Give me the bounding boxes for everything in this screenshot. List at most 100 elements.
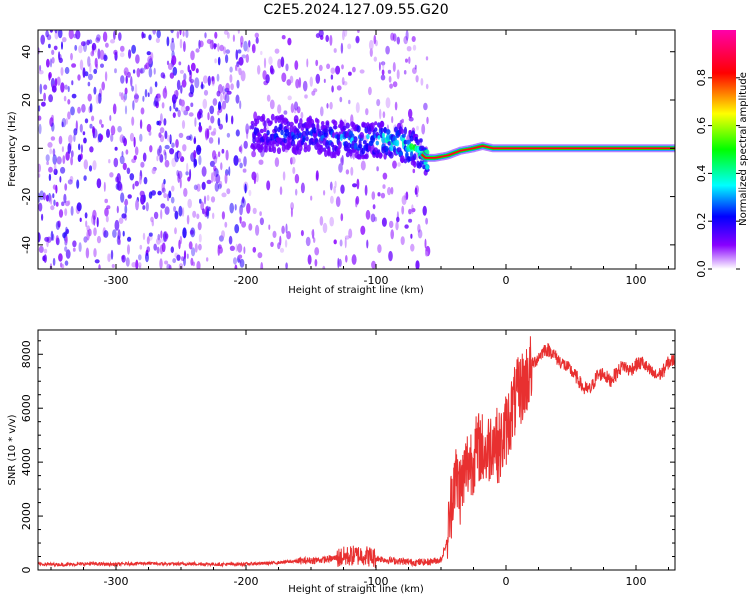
noise-blob	[48, 94, 53, 103]
noise-blob	[412, 168, 416, 174]
ridge-blob	[332, 131, 336, 139]
noise-blob	[246, 46, 250, 53]
noise-blob	[293, 101, 299, 111]
noise-blob	[71, 93, 77, 99]
noise-blob	[338, 163, 343, 173]
noise-blob	[307, 254, 312, 265]
noise-blob	[123, 95, 126, 103]
ridge-blob	[377, 135, 381, 140]
noise-blob	[119, 155, 125, 165]
noise-blob	[87, 81, 91, 87]
noise-blob	[176, 169, 180, 177]
noise-blob	[186, 135, 192, 140]
noise-blob	[131, 44, 137, 54]
noise-blob	[377, 244, 382, 254]
noise-blob	[206, 257, 209, 262]
noise-blob	[67, 179, 73, 185]
noise-blob	[116, 205, 119, 214]
noise-blob	[200, 201, 205, 211]
noise-blob	[319, 216, 324, 226]
noise-blob	[253, 175, 256, 185]
noise-blob	[43, 254, 47, 263]
noise-blob	[214, 182, 219, 192]
noise-blob	[217, 117, 221, 127]
noise-blob	[118, 217, 124, 224]
y-tick-label: 20	[20, 93, 33, 107]
noise-blob	[221, 100, 227, 110]
ridge-blob	[336, 147, 341, 156]
noise-blob	[62, 37, 67, 43]
noise-blob	[73, 128, 78, 136]
noise-blob	[339, 239, 343, 247]
noise-blob	[400, 236, 405, 246]
noise-blob	[190, 50, 195, 61]
noise-blob	[133, 155, 137, 161]
noise-blob	[421, 123, 426, 135]
x-tick-label: -300	[104, 575, 129, 588]
noise-blob	[336, 85, 342, 91]
noise-blob	[160, 72, 165, 79]
noise-blob	[181, 79, 187, 88]
noise-blob	[123, 137, 127, 147]
noise-blob	[48, 43, 51, 49]
noise-blob	[171, 37, 174, 43]
noise-blob	[238, 56, 244, 66]
noise-blob	[171, 55, 177, 66]
noise-blob	[280, 56, 285, 68]
noise-blob	[248, 189, 252, 197]
noise-blob	[255, 224, 260, 236]
noise-blob	[153, 243, 157, 251]
noise-blob	[92, 209, 97, 221]
noise-blob	[337, 257, 340, 269]
noise-blob	[287, 95, 292, 101]
noise-blob	[196, 260, 201, 269]
noise-blob	[382, 111, 386, 119]
noise-blob	[198, 108, 203, 115]
noise-blob	[89, 146, 94, 153]
ridge-blob	[318, 146, 324, 153]
noise-blob	[164, 144, 170, 150]
noise-blob	[139, 244, 143, 250]
noise-blob	[198, 233, 202, 243]
noise-blob	[135, 259, 139, 269]
noise-blob	[83, 175, 87, 182]
noise-blob	[300, 111, 304, 119]
noise-blob	[96, 178, 102, 189]
noise-blob	[315, 59, 319, 67]
noise-blob	[174, 151, 179, 163]
y-tick-label: 40	[20, 45, 33, 59]
x-tick-label: -100	[364, 274, 389, 287]
noise-blob	[43, 84, 48, 90]
ridge-blob	[281, 144, 286, 152]
x-tick-label: -200	[234, 274, 259, 287]
ridge-blob	[379, 120, 385, 128]
noise-blob	[266, 94, 271, 102]
noise-blob	[84, 118, 89, 124]
noise-blob	[236, 63, 240, 72]
noise-blob	[252, 207, 257, 215]
noise-blob	[322, 222, 328, 234]
noise-blob	[99, 49, 105, 60]
noise-blob	[120, 192, 125, 203]
noise-blob	[257, 252, 263, 259]
noise-blob	[148, 232, 153, 237]
noise-blob	[153, 211, 159, 220]
noise-blob	[229, 74, 233, 83]
ridge-blob	[263, 126, 267, 133]
noise-blob	[143, 176, 148, 185]
noise-blob	[38, 115, 42, 121]
x-tick-label: -200	[234, 575, 259, 588]
ridge-blob	[276, 147, 282, 155]
noise-blob	[96, 235, 102, 244]
noise-blob	[67, 85, 70, 93]
noise-blob	[274, 48, 280, 54]
noise-blob	[45, 154, 50, 162]
ridge-blob	[302, 137, 306, 143]
ridge-blob	[280, 129, 284, 136]
noise-blob	[266, 180, 271, 191]
noise-blob	[161, 102, 165, 109]
noise-blob	[87, 93, 92, 102]
noise-blob	[294, 60, 299, 71]
ridge-blob	[425, 164, 430, 170]
spectrogram-xlabel: Height of straight line (km)	[288, 285, 424, 296]
